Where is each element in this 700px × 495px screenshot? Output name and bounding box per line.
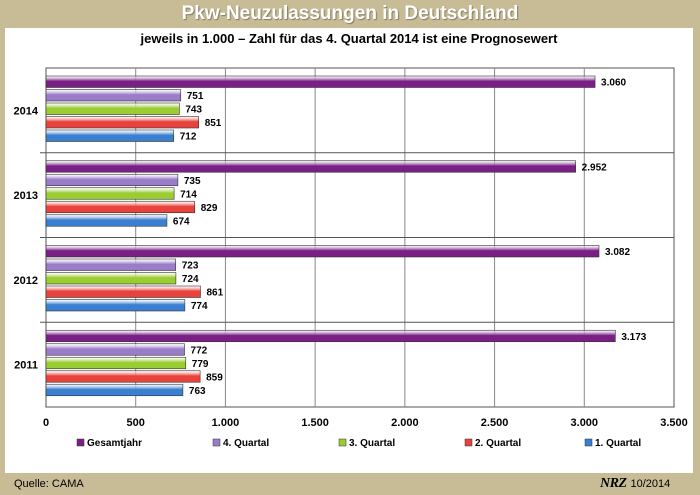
data-label: 735 [184, 176, 201, 187]
legend-swatch [76, 438, 85, 447]
y-category-label: 2014 [14, 105, 39, 117]
data-label: 3.082 [605, 247, 630, 258]
bar [45, 214, 168, 227]
footer-credit: NRZ 10/2014 [600, 476, 670, 492]
chart-panel: jeweils in 1.000 – Zahl für das 4. Quart… [5, 28, 693, 473]
bar [45, 75, 596, 88]
legend-swatch [464, 438, 473, 447]
y-category-label: 2013 [14, 190, 38, 202]
bar-chart: 0 500 1.000 1.500 2.000 2.500 3.000 3.500 2014 3.… [14, 67, 688, 449]
bar [45, 187, 175, 200]
data-label: 861 [206, 288, 223, 299]
x-tick-label: 2.000 [391, 417, 419, 429]
data-label: 724 [182, 274, 199, 285]
data-label: 674 [173, 216, 190, 227]
bar [45, 329, 616, 343]
data-label: 2.952 [582, 162, 607, 173]
bar [45, 129, 175, 142]
legend-swatch [338, 438, 347, 447]
data-label: 772 [191, 345, 208, 356]
data-label: 712 [180, 132, 197, 143]
chart-title: Pkw-Neuzulassungen in Deutschland [181, 3, 519, 24]
y-category-label: 2012 [14, 275, 38, 287]
bar [45, 116, 199, 129]
data-label: 763 [189, 386, 206, 397]
data-label: 751 [187, 91, 204, 102]
bar [45, 245, 600, 258]
legend-label: 3. Quartal [349, 438, 395, 449]
legend-label: 4. Quartal [223, 438, 269, 449]
x-tick-label: 3.500 [660, 417, 688, 429]
data-label: 714 [180, 189, 197, 200]
bar [45, 258, 177, 271]
bar [45, 383, 184, 397]
x-tick-label: 500 [127, 417, 145, 429]
bar [45, 343, 185, 356]
bar [45, 160, 576, 173]
legend-label: 1. Quartal [595, 438, 641, 449]
source-note: Quelle: CAMA [14, 478, 84, 490]
data-label: 3.060 [601, 78, 626, 89]
data-label: 774 [191, 301, 208, 312]
data-label: 743 [185, 105, 202, 116]
bar [45, 285, 201, 298]
legend-label: Gesamtjahr [87, 438, 142, 449]
legend-swatch [212, 438, 221, 447]
bar [45, 272, 177, 285]
bar [45, 370, 201, 383]
legend-label: 2. Quartal [475, 438, 521, 449]
x-tick-label: 0 [43, 417, 49, 429]
x-tick-label: 3.000 [571, 417, 599, 429]
x-tick-label: 1.500 [301, 417, 329, 429]
bar [45, 89, 182, 102]
data-label: 829 [201, 203, 218, 214]
y-category-label: 2011 [14, 360, 38, 372]
bar [45, 299, 186, 312]
bar [45, 102, 180, 115]
x-tick-label: 2.500 [481, 417, 509, 429]
data-label: 851 [205, 118, 222, 129]
legend-swatch [584, 438, 593, 447]
data-label: 779 [192, 359, 209, 370]
x-tick-label: 1.000 [212, 417, 240, 429]
bar [45, 173, 179, 187]
nrz-logo: NRZ [600, 476, 627, 491]
footer-date: 10/2014 [630, 478, 671, 490]
data-label: 3.173 [621, 332, 646, 343]
data-label: 723 [182, 261, 199, 272]
data-label: 859 [206, 372, 223, 383]
bar [45, 356, 187, 370]
bar [45, 200, 196, 214]
chart-subtitle: jeweils in 1.000 – Zahl für das 4. Quart… [140, 31, 558, 46]
